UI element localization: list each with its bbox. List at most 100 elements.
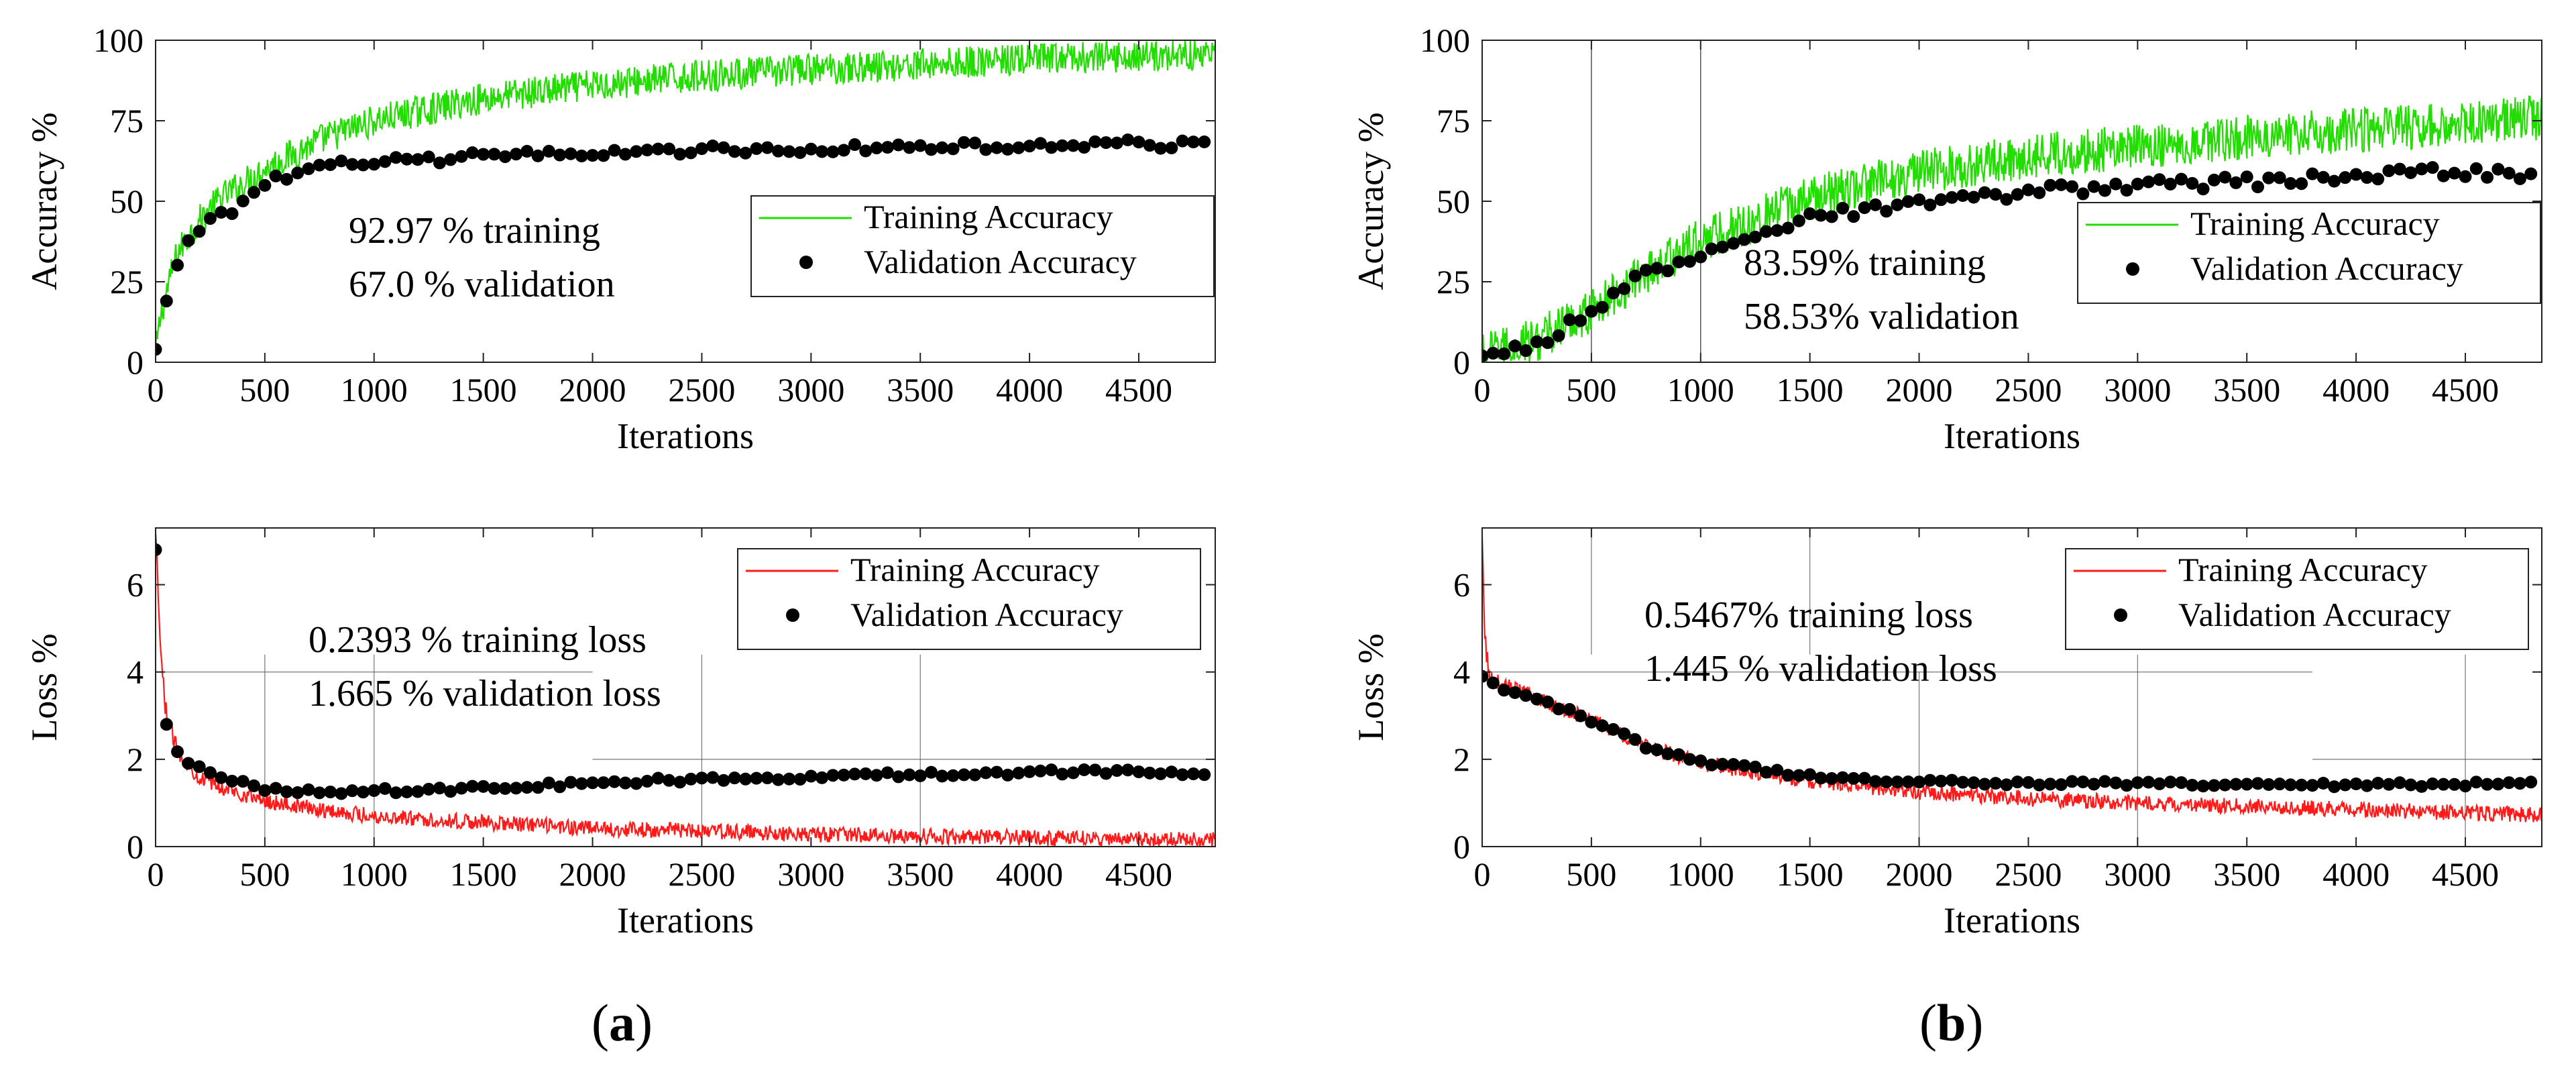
charts-layer: 0 500 1000 1500 2000 2500 3000 3500 4000 45000255… xyxy=(24,21,2542,941)
validation-point xyxy=(706,771,720,784)
x-tick-label: 0 xyxy=(1474,371,1491,409)
validation-point xyxy=(2000,778,2013,792)
validation-point xyxy=(269,782,282,795)
validation-point xyxy=(1967,191,1980,204)
validation-point xyxy=(368,158,381,171)
series-validation-dots xyxy=(1482,161,2538,362)
validation-point xyxy=(1132,765,1145,779)
validation-point xyxy=(2164,177,2177,191)
validation-point xyxy=(2273,171,2286,184)
validation-point xyxy=(2076,775,2090,789)
y-tick-label: 0 xyxy=(1453,828,1470,865)
validation-point xyxy=(1165,765,1178,779)
validation-point xyxy=(1760,765,1773,779)
validation-point xyxy=(422,782,435,796)
x-tick-label: 3500 xyxy=(887,855,954,893)
x-tick-label: 4000 xyxy=(996,855,1063,893)
validation-point xyxy=(2131,776,2144,790)
x-tick-label: 2500 xyxy=(1995,371,2062,409)
panel-label-b-text: b xyxy=(1936,994,1966,1052)
validation-point xyxy=(1781,221,1795,235)
validation-point xyxy=(2207,173,2221,186)
y-tick-label: 0 xyxy=(127,343,144,381)
validation-point xyxy=(1661,747,1675,761)
validation-point xyxy=(2087,180,2101,193)
series-training-line xyxy=(156,40,1215,349)
axes-frame xyxy=(1481,527,2542,847)
validation-point xyxy=(1618,282,1631,295)
validation-point xyxy=(302,162,315,176)
validation-point xyxy=(498,782,512,795)
validation-point xyxy=(280,785,293,798)
legend-label-validation: Validation Accuracy xyxy=(2178,596,2451,633)
validation-point xyxy=(553,148,567,162)
validation-point xyxy=(2142,775,2155,789)
legend-swatch-validation xyxy=(786,608,799,622)
x-tick-label: 1000 xyxy=(341,371,408,409)
x-tick-label: 500 xyxy=(239,855,290,893)
validation-point xyxy=(2481,778,2494,791)
validation-point xyxy=(2076,187,2090,201)
validation-point xyxy=(1650,262,1664,275)
validation-point xyxy=(247,186,261,199)
legend-label-training: Training Accuracy xyxy=(2178,551,2428,588)
validation-point xyxy=(368,784,381,797)
validation-point xyxy=(2153,173,2166,186)
y-axis-label: Loss % xyxy=(24,633,64,741)
validation-point xyxy=(1056,767,1069,781)
validation-point xyxy=(2196,182,2210,196)
validation-point xyxy=(1891,775,1904,789)
validation-point xyxy=(477,780,490,793)
validation-point xyxy=(2043,178,2057,192)
validation-point xyxy=(2262,778,2276,792)
x-tick-label: 3500 xyxy=(2213,855,2280,893)
validation-point xyxy=(2087,778,2101,791)
legend-swatch-validation xyxy=(2126,262,2139,276)
x-tick-label: 4000 xyxy=(2322,855,2390,893)
validation-point xyxy=(2098,775,2111,788)
legend-label-training: Training Accuracy xyxy=(864,198,1113,235)
validation-point xyxy=(1618,727,1631,741)
series-validation-dots xyxy=(156,543,1211,800)
x-tick-label: 2000 xyxy=(1886,855,1953,893)
validation-point xyxy=(2316,777,2330,790)
validation-point xyxy=(488,148,501,161)
validation-point xyxy=(1683,255,1696,268)
validation-point xyxy=(2120,184,2133,197)
x-tick-label: 1000 xyxy=(1667,855,1734,893)
validation-point xyxy=(750,142,763,156)
legend: Training Accuracy Validation Accuracy xyxy=(2065,548,2529,650)
validation-point xyxy=(2382,164,2396,178)
validation-point xyxy=(2469,775,2483,789)
validation-point xyxy=(2043,778,2057,791)
validation-point xyxy=(903,768,916,782)
validation-point xyxy=(455,782,468,795)
validation-point xyxy=(2284,177,2297,191)
x-axis-label: Iterations xyxy=(617,416,754,456)
x-tick-label: 2000 xyxy=(1886,371,1953,409)
validation-point xyxy=(2021,775,2035,789)
axes-frame xyxy=(155,527,1216,847)
validation-point xyxy=(433,156,447,170)
validation-point xyxy=(575,777,588,790)
y-tick-label: 50 xyxy=(110,182,144,220)
validation-point xyxy=(1486,676,1500,690)
validation-point xyxy=(324,786,337,799)
validation-point xyxy=(1738,759,1751,772)
y-tick-label: 4 xyxy=(127,653,144,691)
validation-point xyxy=(1001,142,1015,156)
validation-point xyxy=(1056,139,1069,152)
validation-point xyxy=(345,784,359,798)
validation-point xyxy=(1880,775,1893,789)
validation-point xyxy=(1989,777,2003,790)
validation-point xyxy=(2207,779,2221,792)
validation-point xyxy=(2186,176,2199,190)
y-tick-label: 50 xyxy=(1437,182,1470,220)
legend: Training Accuracy Validation Accuracy xyxy=(2077,202,2541,304)
validation-point xyxy=(2240,170,2253,184)
validation-point xyxy=(957,768,970,782)
validation-point xyxy=(1705,242,1718,256)
validation-point xyxy=(236,195,249,208)
validation-point xyxy=(324,158,337,171)
validation-point xyxy=(215,206,228,219)
